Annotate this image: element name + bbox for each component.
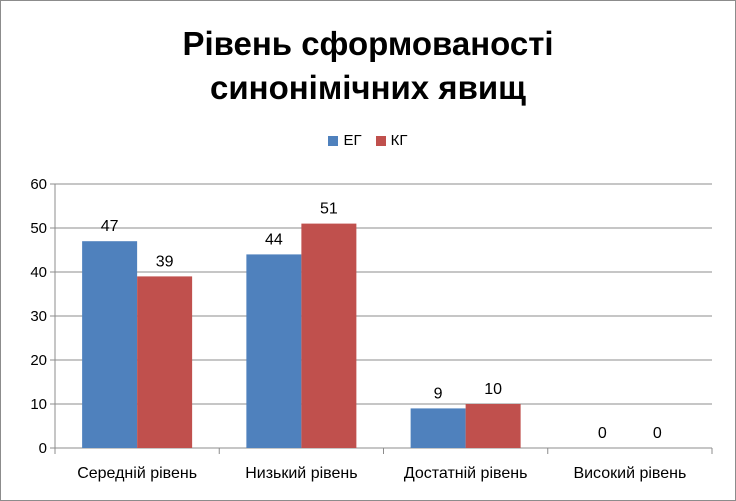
y-tick-label: 40 [30,264,47,281]
data-label: 44 [265,231,283,248]
x-category-label: Низький рівень [245,465,357,482]
y-tick-label: 20 [30,352,47,369]
data-label: 0 [653,425,662,442]
bar-КГ-1 [301,223,357,448]
bar-ЕГ-1 [246,254,302,448]
chart-legend: ЕГ КГ [0,132,736,149]
data-label: 47 [101,218,119,235]
data-label: 0 [598,425,607,442]
y-tick-label: 0 [39,440,47,457]
data-label: 9 [434,385,443,402]
chart-title-line-2: синонімічних явищ [210,69,526,106]
legend-label-eg: ЕГ [343,132,362,149]
legend-label-kg: КГ [390,132,408,149]
data-label: 51 [320,201,338,218]
legend-item-eg: ЕГ [328,132,362,149]
y-tick-label: 30 [30,308,47,325]
chart-title-line-1: Рівень сформованості [182,25,554,62]
chart-title: Рівень сформованості синонімічних явищ [0,22,736,110]
legend-swatch-eg [328,135,339,146]
bar-КГ-2 [465,404,521,448]
x-category-label: Середній рівень [77,465,197,482]
bar-ЕГ-0 [82,241,138,448]
data-label: 39 [156,253,174,270]
legend-swatch-kg [375,135,386,146]
bar-ЕГ-2 [410,408,466,448]
data-label: 10 [484,381,502,398]
x-category-label: Високий рівень [573,465,686,482]
bar-КГ-0 [137,276,193,448]
legend-item-kg: КГ [375,132,408,149]
y-tick-label: 50 [30,220,47,237]
y-tick-label: 10 [30,396,47,413]
y-tick-label: 60 [30,176,47,193]
x-category-label: Достатній рівень [404,465,528,482]
